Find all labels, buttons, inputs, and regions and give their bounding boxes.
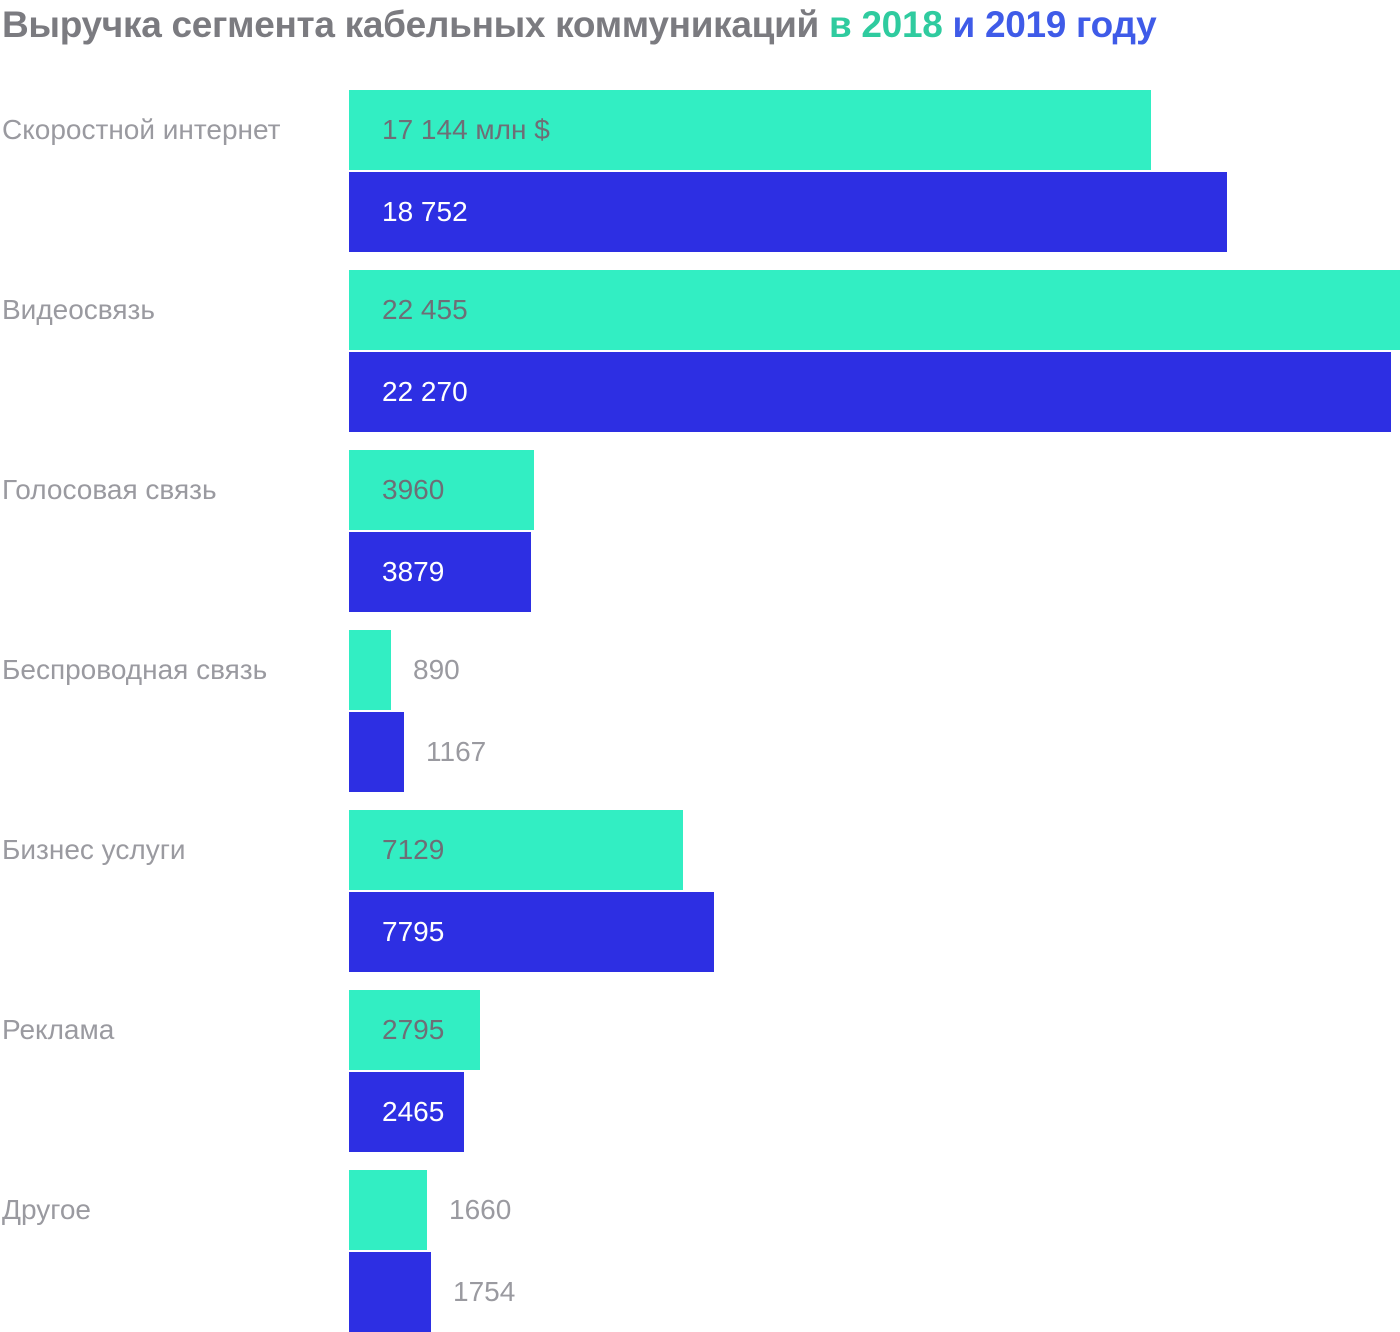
bar-group-5: Бизнес услуги 7129 7795 — [0, 810, 1400, 972]
bar-2018 — [349, 990, 480, 1070]
bar-2019 — [349, 1252, 431, 1332]
category-label: Беспроводная связь — [2, 654, 268, 685]
bar-2019 — [349, 172, 1227, 252]
chart-title-year-2018: в 2018 — [828, 4, 943, 45]
value-label-2019: 18 752 — [382, 196, 468, 227]
category-label: Реклама — [2, 1014, 115, 1045]
category-label: Другое — [2, 1194, 91, 1225]
category-label: Видеосвязь — [2, 294, 155, 325]
category-label: Скоростной интернет — [2, 114, 281, 145]
bar-2018 — [349, 450, 534, 530]
category-label: Голосовая связь — [2, 474, 217, 505]
bar-2019 — [349, 532, 531, 612]
bar-2019 — [349, 892, 714, 972]
bar-2018 — [349, 90, 1151, 170]
bar-group-6: Реклама 2795 2465 — [0, 990, 1400, 1152]
bar-group-2: Видеосвязь 22 455 22 270 — [0, 270, 1400, 432]
bar-group-3: Голосовая связь 3960 3879 — [0, 450, 1400, 612]
chart-title-main: Выручка сегмента кабельных коммуникаций — [2, 4, 819, 45]
value-label-2018: 7129 — [382, 834, 445, 865]
bar-group-7: Другое 1660 1754 — [0, 1170, 1400, 1332]
value-label-2018: 1660 — [449, 1194, 512, 1225]
value-label-2019: 3879 — [382, 556, 445, 587]
chart-title-year-2019: и 2019 году — [952, 4, 1157, 45]
bar-group-4: Беспроводная связь 890 1167 — [0, 630, 1400, 792]
value-label-2018: 22 455 — [382, 294, 468, 325]
value-label-2018: 3960 — [382, 474, 445, 505]
bar-2019 — [349, 712, 404, 792]
bar-2019 — [349, 352, 1391, 432]
value-label-2019: 7795 — [382, 916, 445, 947]
value-label-2019: 2465 — [382, 1096, 445, 1127]
chart-title: Выручка сегмента кабельных коммуникаций … — [2, 4, 1157, 46]
bar-group-1: Скоростной интернет 17 144 млн $ 18 752 — [0, 90, 1400, 252]
value-label-2019: 1167 — [426, 736, 487, 767]
bar-2018 — [349, 1170, 427, 1250]
value-label-2018: 2795 — [382, 1014, 445, 1045]
bar-2018 — [349, 630, 391, 710]
value-label-2018: 890 — [413, 654, 460, 685]
value-label-2019: 1754 — [453, 1276, 516, 1307]
category-label: Бизнес услуги — [2, 834, 186, 865]
value-label-2018: 17 144 млн $ — [382, 114, 550, 145]
bar-2018 — [349, 810, 683, 890]
bar-2019 — [349, 1072, 464, 1152]
value-label-2019: 22 270 — [382, 376, 468, 407]
bar-2018 — [349, 270, 1400, 350]
